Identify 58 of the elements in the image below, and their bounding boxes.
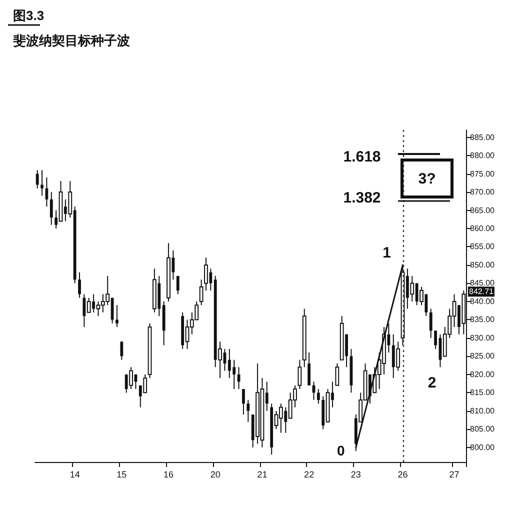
y-tick-label: 885.00 xyxy=(470,132,496,142)
y-tick-label: 810.00 xyxy=(470,406,496,416)
y-tick-label: 880.00 xyxy=(470,151,496,160)
x-tick-label: 23 xyxy=(350,470,361,480)
y-tick-label: 805.00 xyxy=(470,424,496,434)
annotation: 2 xyxy=(428,374,436,392)
x-tick-label: 27 xyxy=(449,470,460,480)
candlestick xyxy=(129,366,133,390)
y-tick-label: 825.00 xyxy=(470,352,496,361)
x-tick-label: 21 xyxy=(257,470,268,480)
candlestick xyxy=(176,275,180,295)
annotation: 842.71 xyxy=(469,287,494,296)
x-tick-label: 15 xyxy=(116,470,127,480)
y-tick-label: 865.00 xyxy=(470,206,496,215)
chart-title: 图3.3 xyxy=(13,8,44,23)
candlestick xyxy=(242,388,245,416)
candlestick xyxy=(246,399,250,422)
chart-subtitle: 斐波纳契目标种子波 xyxy=(13,33,131,48)
candlestick xyxy=(204,257,208,292)
x-tick-label: 22 xyxy=(304,470,314,480)
candlestick xyxy=(434,330,437,350)
candlestick xyxy=(36,170,39,189)
y-tick-label: 830.00 xyxy=(470,333,496,342)
annotation: 3? xyxy=(418,170,436,188)
candlestick xyxy=(298,359,302,390)
candlestick xyxy=(50,192,53,226)
y-tick-label: 845.00 xyxy=(470,278,496,288)
annotation: 1 xyxy=(382,244,391,262)
y-tick-label: 835.00 xyxy=(470,315,496,324)
candlestick xyxy=(40,170,44,196)
y-tick-label: 875.00 xyxy=(470,169,496,178)
candlestick xyxy=(143,374,148,394)
candlestick xyxy=(78,272,81,298)
annotation: 0 xyxy=(337,442,346,458)
candlestick xyxy=(429,308,432,338)
candlestick xyxy=(308,352,311,386)
y-tick-label: 815.00 xyxy=(470,388,496,398)
candlestick xyxy=(410,275,414,302)
annotation: 1.618 xyxy=(343,148,381,166)
candlestick xyxy=(86,297,91,313)
y-tick-label: 870.00 xyxy=(470,188,496,197)
candlestick xyxy=(120,341,124,360)
y-tick-label: 820.00 xyxy=(470,370,496,379)
x-tick-label: 20 xyxy=(210,470,220,480)
y-tick-label: 800.00 xyxy=(470,442,496,452)
y-tick-label: 860.00 xyxy=(470,224,496,234)
x-tick-label: 14 xyxy=(70,470,80,480)
x-tick-label: 26 xyxy=(398,470,408,480)
candlestick xyxy=(199,279,204,306)
candlestick xyxy=(396,341,400,372)
y-tick-label: 840.00 xyxy=(470,296,496,306)
y-tick-label: 855.00 xyxy=(470,242,496,252)
annotation: 1.382 xyxy=(343,190,381,206)
y-tick-label: 850.00 xyxy=(470,260,496,270)
candlestick xyxy=(116,304,118,328)
candlestick xyxy=(316,388,320,404)
candlestick xyxy=(335,362,340,386)
x-tick-label: 16 xyxy=(164,470,174,480)
